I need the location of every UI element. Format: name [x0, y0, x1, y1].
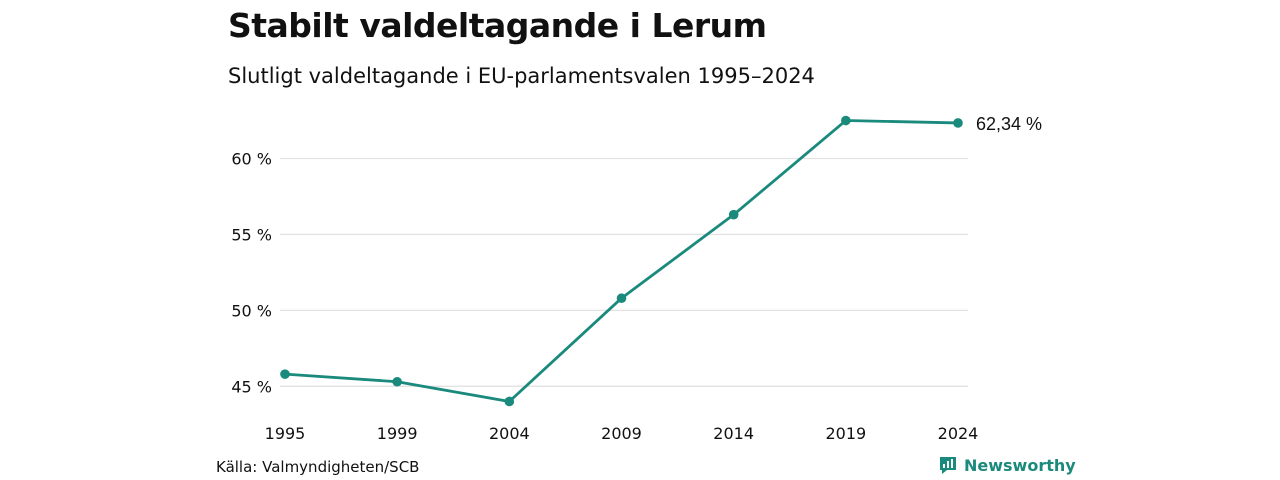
data-point	[953, 118, 963, 128]
brand-name: Newsworthy	[964, 455, 1076, 475]
newsworthy-logo-icon	[940, 457, 956, 474]
chart-title: Stabilt valdeltagande i Lerum	[228, 6, 767, 45]
data-point	[616, 293, 627, 304]
series-line	[283, 119, 960, 403]
end-value-label: 62,34 %	[976, 114, 1042, 134]
data-point	[504, 396, 515, 407]
y-tick-label: 45 %	[231, 377, 272, 396]
x-tick-label: 2004	[489, 424, 530, 443]
data-point	[728, 209, 739, 220]
data-point	[280, 369, 290, 379]
brand-logo: Newsworthy	[938, 455, 1076, 475]
x-tick-label: 2009	[601, 424, 642, 443]
x-tick-label: 2014	[713, 424, 754, 443]
x-tick-label: 2024	[938, 424, 979, 443]
x-tick-label: 1995	[265, 424, 306, 443]
data-point	[841, 115, 851, 126]
x-tick-label: 2019	[825, 424, 866, 443]
y-tick-label: 60 %	[231, 149, 272, 168]
source-note: Källa: Valmyndigheten/SCB	[216, 458, 420, 476]
data-point	[392, 376, 402, 387]
y-tick-label: 55 %	[231, 225, 272, 244]
chart-subtitle: Slutligt valdeltagande i EU-parlamentsva…	[228, 64, 815, 88]
x-tick-label: 1999	[377, 424, 418, 443]
y-tick-label: 50 %	[231, 301, 272, 320]
